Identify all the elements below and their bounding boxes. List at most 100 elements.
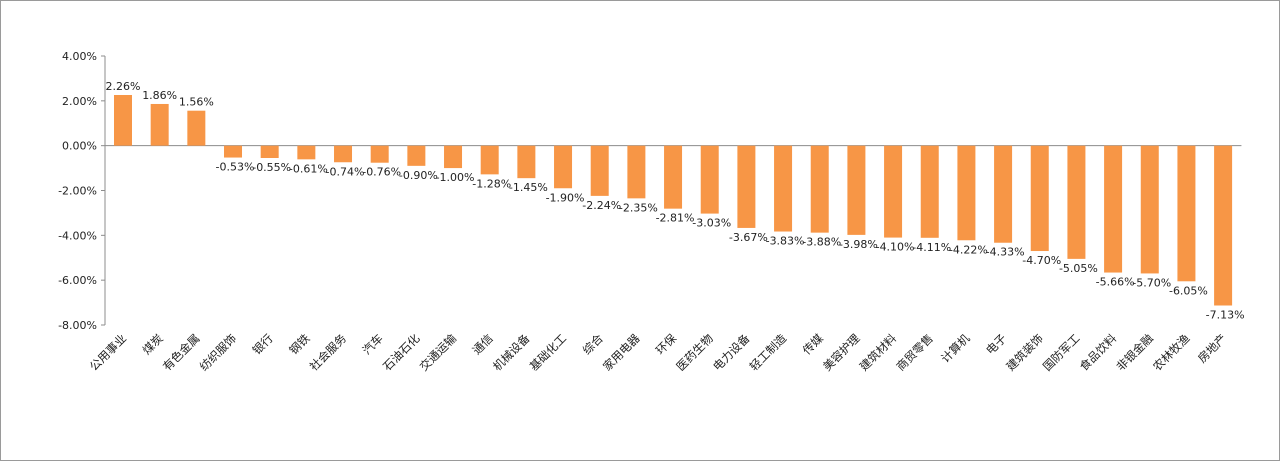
category-label: 农林牧渔 [1150, 331, 1192, 373]
data-label: -1.00% [436, 171, 475, 184]
data-label: -3.98% [839, 238, 878, 251]
bar [114, 95, 132, 146]
data-label: -2.81% [656, 212, 695, 225]
bar-series [114, 95, 1233, 306]
bar [444, 145, 463, 169]
data-label: -1.90% [546, 191, 585, 204]
bar [774, 145, 793, 232]
bar [700, 145, 719, 214]
data-label: 1.56% [179, 96, 214, 109]
category-label: 汽车 [360, 331, 386, 357]
data-label: -6.05% [1169, 284, 1208, 297]
category-label: 建筑材料 [857, 331, 900, 374]
category-label: 有色金属 [160, 331, 202, 373]
bar [187, 110, 206, 146]
data-label: -4.70% [1022, 254, 1061, 267]
y-tick-label: 2.00% [62, 95, 97, 108]
category-label: 商贸零售 [893, 331, 935, 373]
bar [480, 145, 499, 175]
y-axis: 4.00% 2.00% 0.00% -2.00% -4.00% -6.00% -8.00% [58, 50, 1242, 332]
category-label: 机械设备 [490, 331, 533, 374]
data-labels: 2.26%1.86%1.56%-0.53%-0.55%-0.61%-0.74%-… [106, 80, 1245, 321]
data-label: -4.22% [949, 243, 988, 256]
y-tick-label: 0.00% [62, 140, 97, 153]
data-label: -3.67% [729, 231, 768, 244]
category-label: 环保 [653, 331, 680, 358]
category-label: 非银金融 [1113, 331, 1156, 374]
category-label: 轻工制造 [747, 331, 790, 374]
data-label: -4.33% [986, 246, 1025, 259]
bar [1030, 145, 1049, 252]
data-label: -0.76% [362, 166, 401, 179]
y-tick-label: -2.00% [58, 185, 97, 198]
bar [1214, 145, 1233, 306]
category-label: 电力设备 [710, 331, 753, 374]
category-label: 煤炭 [140, 331, 166, 357]
category-label: 房地产 [1195, 331, 1229, 365]
data-label: -0.61% [289, 162, 328, 175]
bar [664, 145, 683, 209]
y-tick-label: -6.00% [58, 274, 97, 287]
category-label: 银行 [250, 331, 276, 357]
category-label: 美容护理 [820, 331, 863, 374]
data-label: -0.74% [326, 165, 365, 178]
bar [407, 145, 426, 166]
bar [334, 145, 353, 163]
bar [517, 145, 536, 179]
data-label: -3.88% [802, 236, 841, 249]
category-label: 传媒 [800, 331, 827, 358]
bar [554, 145, 573, 189]
data-label: -0.90% [399, 169, 438, 182]
y-tick-label: 4.00% [62, 50, 97, 63]
category-label: 国防军工 [1040, 331, 1082, 373]
data-label: 2.26% [106, 80, 141, 93]
bar [370, 145, 389, 163]
data-label: -5.70% [1132, 276, 1171, 289]
data-label: -1.28% [472, 177, 511, 190]
bar [627, 145, 646, 199]
category-label: 电子 [983, 331, 1009, 357]
data-label: -0.53% [216, 161, 255, 174]
category-label: 建筑装饰 [1003, 331, 1045, 373]
data-label: -2.24% [582, 199, 621, 212]
category-label: 社会服务 [307, 331, 350, 374]
data-label: -5.05% [1059, 262, 1098, 275]
bar [737, 145, 756, 228]
data-label: -1.45% [509, 181, 548, 194]
bar [224, 145, 243, 158]
data-label: -7.13% [1206, 308, 1245, 321]
data-label: -2.35% [619, 201, 658, 214]
category-label: 食品饮料 [1077, 331, 1120, 374]
bar [1067, 145, 1086, 259]
bar [297, 145, 316, 160]
bar [920, 145, 939, 238]
bar [1104, 145, 1123, 273]
data-label: 1.86% [142, 89, 177, 102]
data-label: -3.03% [692, 217, 731, 230]
bar [957, 145, 976, 241]
data-label: -4.10% [876, 241, 915, 254]
category-label: 计算机 [938, 331, 973, 366]
bar [810, 145, 829, 233]
y-tick-label: -4.00% [58, 229, 97, 242]
category-label: 纺织服饰 [197, 331, 239, 373]
category-label: 综合 [580, 331, 607, 358]
bar [260, 145, 279, 158]
category-label: 石油石化 [380, 331, 423, 374]
data-label: -3.83% [766, 235, 805, 248]
data-label: -5.66% [1096, 276, 1135, 289]
bar [994, 145, 1013, 243]
bar [847, 145, 866, 235]
bar [884, 145, 903, 238]
data-label: -0.55% [252, 161, 291, 174]
bar [1177, 145, 1196, 282]
bar [590, 145, 609, 196]
category-label: 交通运输 [417, 331, 460, 374]
data-label: -4.11% [912, 241, 951, 254]
category-label: 钢铁 [286, 331, 313, 358]
bar [1140, 145, 1159, 274]
category-label: 家用电器 [600, 331, 643, 374]
